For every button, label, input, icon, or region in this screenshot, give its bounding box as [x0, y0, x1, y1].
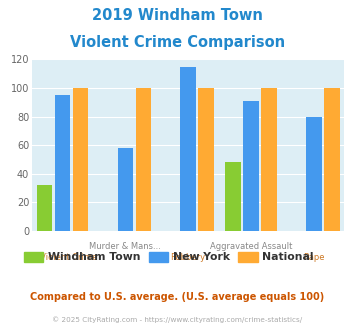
Bar	[261, 88, 277, 231]
Bar	[243, 101, 259, 231]
Bar	[180, 67, 196, 231]
Text: Violent Crime Comparison: Violent Crime Comparison	[70, 35, 285, 50]
Bar	[306, 116, 322, 231]
Text: Robbery: Robbery	[171, 253, 206, 262]
Bar	[136, 88, 151, 231]
Bar	[225, 162, 241, 231]
Bar	[198, 88, 214, 231]
Legend: Windham Town, New York, National: Windham Town, New York, National	[20, 248, 318, 267]
Text: All Violent Crime: All Violent Crime	[27, 253, 98, 262]
Bar	[55, 95, 70, 231]
Text: Rape: Rape	[303, 253, 324, 262]
Bar	[118, 148, 133, 231]
Text: 2019 Windham Town: 2019 Windham Town	[92, 8, 263, 23]
Text: Aggravated Assault: Aggravated Assault	[210, 242, 292, 251]
Text: Murder & Mans...: Murder & Mans...	[89, 242, 161, 251]
Bar	[37, 185, 52, 231]
Text: © 2025 CityRating.com - https://www.cityrating.com/crime-statistics/: © 2025 CityRating.com - https://www.city…	[53, 316, 302, 323]
Bar	[73, 88, 88, 231]
Text: Compared to U.S. average. (U.S. average equals 100): Compared to U.S. average. (U.S. average …	[31, 292, 324, 302]
Bar	[324, 88, 340, 231]
